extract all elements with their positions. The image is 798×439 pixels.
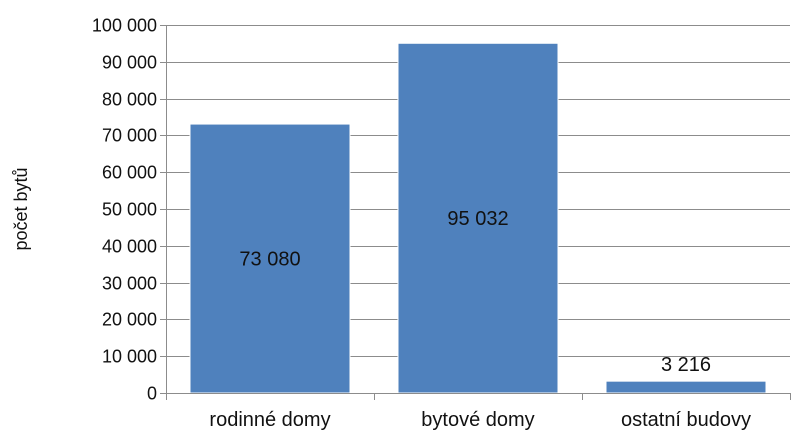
y-tick-label: 10 000 (102, 347, 157, 367)
y-tick-label: 100 000 (92, 16, 157, 36)
x-tick-label: rodinné domy (209, 409, 330, 431)
data-label: 95 032 (447, 208, 508, 230)
y-tick-label: 20 000 (102, 310, 157, 330)
y-axis-label: počet bytů (11, 167, 31, 250)
bar-3 (605, 380, 767, 394)
y-tick-label: 60 000 (102, 163, 157, 183)
bar-2 (397, 42, 559, 394)
data-label: 73 080 (239, 249, 300, 271)
y-tick-label: 80 000 (102, 90, 157, 110)
y-tick-label: 30 000 (102, 274, 157, 294)
y-tick-label: 90 000 (102, 53, 157, 73)
data-label: 3 216 (661, 354, 711, 376)
bars (189, 42, 767, 394)
axes (160, 25, 790, 394)
bar-1 (189, 123, 351, 394)
y-tick-label: 70 000 (102, 126, 157, 146)
y-tick-label: 40 000 (102, 237, 157, 257)
y-tick-label: 0 (147, 384, 157, 404)
x-tick-label: ostatní budovy (621, 409, 751, 431)
x-tick-label: bytové domy (421, 409, 534, 431)
y-tick-label: 50 000 (102, 200, 157, 220)
y-tick-labels: 0 10 000 20 000 30 000 40 000 50 000 60 000 70 … (92, 16, 166, 404)
x-tick-labels: rodinné domy bytové domy ostatní budovy (166, 393, 791, 431)
data-labels: 73 080 95 032 3 216 (239, 208, 711, 376)
